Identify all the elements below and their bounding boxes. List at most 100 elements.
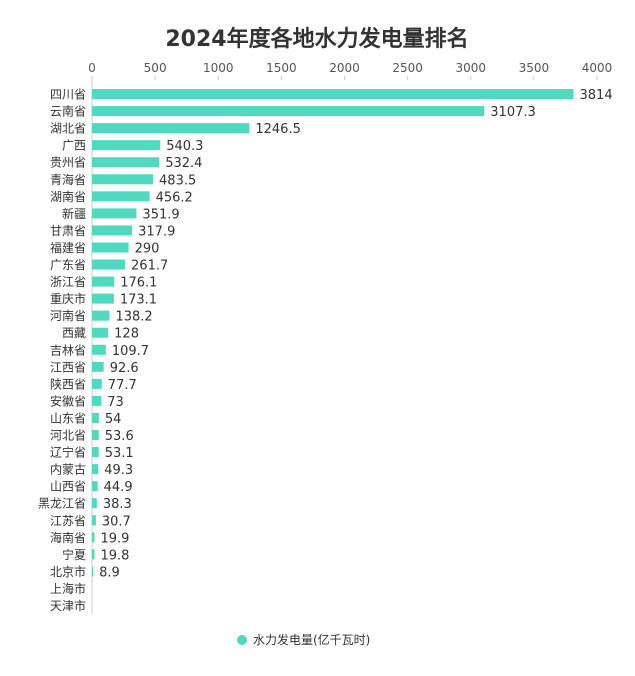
bar[interactable] [92, 344, 106, 355]
bar-value-label: 73 [107, 395, 124, 410]
x-tick-label: 3500 [519, 61, 550, 75]
bar[interactable] [92, 566, 94, 577]
bar[interactable] [92, 447, 99, 458]
category-label: 江苏省 [50, 514, 86, 528]
category-label: 陕西省 [50, 376, 86, 391]
bar-value-label: 30.7 [102, 514, 131, 529]
bar-value-label: 53.1 [105, 446, 134, 461]
bar-value-label: 54 [105, 412, 122, 427]
bar-value-label: 351.9 [142, 207, 179, 222]
category-label: 北京市 [50, 564, 86, 579]
bar[interactable] [92, 412, 99, 423]
category-label: 江西省 [50, 360, 86, 374]
bar[interactable] [92, 276, 115, 287]
bar-value-label: 483.5 [159, 173, 196, 188]
x-tick-label: 1000 [203, 61, 234, 75]
legend[interactable]: 水力发电量(亿千瓦时) [237, 632, 370, 647]
bar-value-label: 3107.3 [490, 105, 536, 120]
category-label: 吉林省 [50, 343, 86, 357]
bar-value-label: 540.3 [166, 139, 203, 154]
category-label: 山东省 [50, 411, 86, 425]
category-label: 云南省 [50, 104, 86, 119]
legend-marker [237, 635, 247, 645]
chart-title: 2024年度各地水力发电量排名 [165, 26, 468, 52]
bar[interactable] [92, 157, 160, 168]
category-label: 天津市 [50, 598, 86, 613]
bar[interactable] [92, 140, 161, 151]
category-label: 上海市 [50, 581, 86, 596]
bar-value-label: 128 [114, 327, 139, 342]
category-label: 西藏 [62, 326, 86, 340]
bar[interactable] [92, 259, 126, 270]
bars [92, 89, 574, 577]
bar[interactable] [92, 191, 150, 202]
x-tick-label: 0 [88, 61, 96, 75]
bar[interactable] [92, 532, 95, 543]
bar[interactable] [92, 293, 114, 304]
bar[interactable] [92, 549, 95, 560]
bar-value-label: 19.8 [100, 548, 129, 563]
category-label: 浙江省 [50, 275, 86, 289]
bar[interactable] [92, 430, 99, 441]
bar[interactable] [92, 327, 109, 338]
bar-value-label: 77.7 [108, 378, 137, 393]
category-label: 内蒙古 [50, 462, 86, 477]
category-label: 山西省 [50, 480, 86, 494]
bar-value-label: 49.3 [104, 463, 133, 478]
legend-label: 水力发电量(亿千瓦时) [253, 632, 370, 647]
x-tick-label: 2000 [329, 61, 360, 75]
bar[interactable] [92, 208, 137, 219]
bar-value-label: 109.7 [112, 344, 149, 359]
category-label: 宁夏 [62, 547, 86, 562]
bar[interactable] [92, 481, 98, 492]
category-label: 海南省 [50, 530, 86, 545]
bar[interactable] [92, 498, 97, 509]
category-label: 青海省 [50, 172, 86, 187]
bar-value-label: 173.1 [120, 293, 157, 308]
x-tick-label: 500 [144, 61, 167, 75]
category-label: 辽宁省 [50, 445, 86, 460]
category-label: 四川省 [50, 88, 86, 102]
bar[interactable] [92, 89, 574, 100]
x-tick-label: 4000 [582, 61, 613, 75]
category-label: 重庆市 [50, 291, 86, 306]
bar[interactable] [92, 106, 485, 117]
bar-value-label: 1246.5 [255, 122, 300, 137]
category-label: 河南省 [50, 308, 86, 323]
bar-value-label: 290 [135, 241, 160, 256]
bar-value-label: 44.9 [104, 480, 133, 495]
bar[interactable] [92, 310, 110, 321]
bar[interactable] [92, 225, 133, 236]
bar-value-label: 19.9 [101, 531, 130, 546]
bar[interactable] [92, 515, 96, 526]
bar-value-label: 261.7 [131, 259, 168, 274]
category-label: 福建省 [50, 240, 86, 255]
category-label: 河北省 [50, 429, 86, 443]
category-label: 广东省 [50, 258, 86, 272]
bar-value-label: 53.6 [105, 429, 134, 444]
bar-value-label: 38.3 [103, 497, 132, 512]
category-label: 黑龙江省 [38, 497, 86, 511]
x-tick-label: 3000 [455, 61, 486, 75]
bar[interactable] [92, 361, 104, 372]
bar[interactable] [92, 174, 154, 185]
bar[interactable] [92, 123, 250, 134]
bar-value-label: 92.6 [110, 361, 139, 376]
category-label: 湖南省 [50, 189, 86, 204]
bar[interactable] [92, 242, 129, 253]
category-label: 广西 [62, 139, 86, 153]
bar[interactable] [92, 464, 99, 475]
bar[interactable] [92, 395, 102, 406]
category-label: 甘肃省 [50, 224, 86, 238]
bar[interactable] [92, 378, 102, 389]
bar-value-label: 8.9 [99, 565, 120, 580]
category-label: 湖北省 [50, 121, 86, 136]
category-label: 安徽省 [50, 393, 86, 408]
x-tick-label: 1500 [266, 61, 297, 75]
bar-value-label: 532.4 [165, 156, 202, 171]
bar-value-label: 3814 [580, 88, 613, 103]
x-tick-label: 2500 [392, 61, 423, 75]
x-axis: 0 500 1000 1500 2000 2500 3000 3500 4000 [88, 61, 613, 615]
bar-value-label: 176.1 [120, 276, 157, 291]
